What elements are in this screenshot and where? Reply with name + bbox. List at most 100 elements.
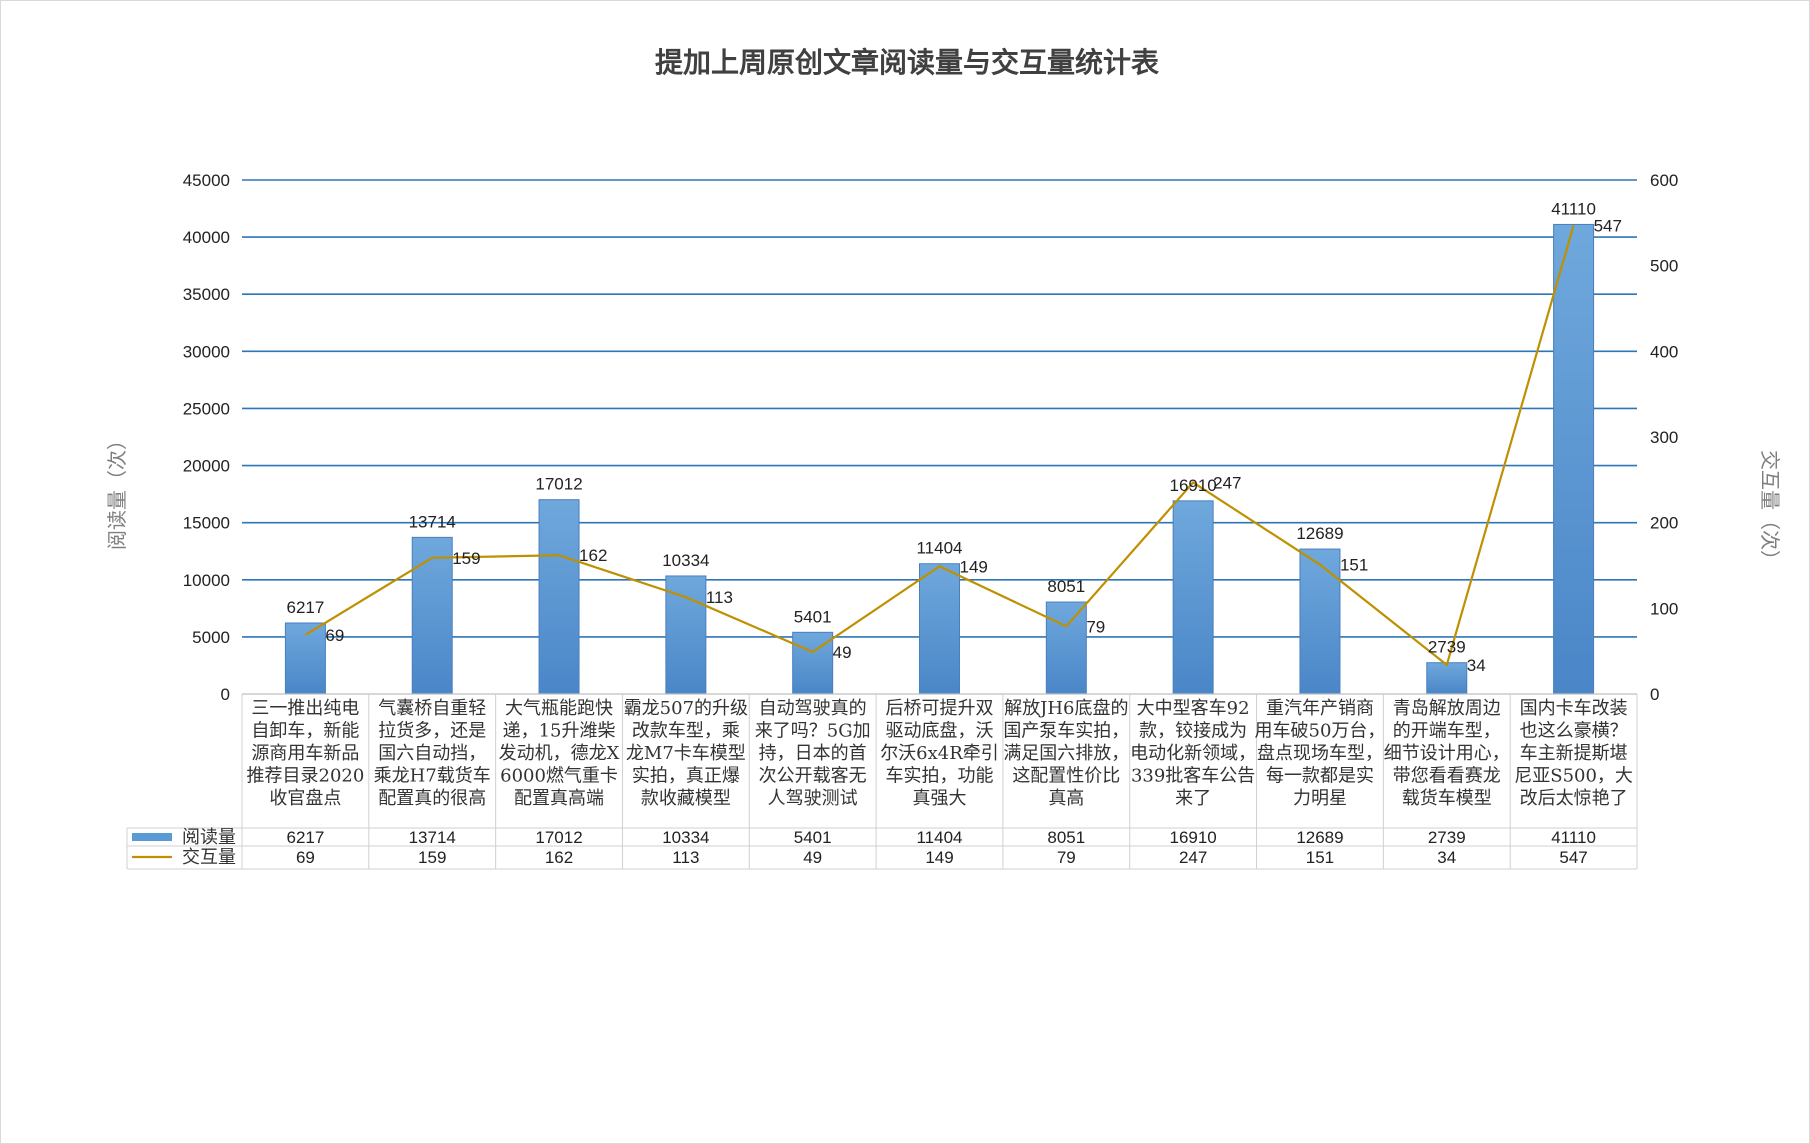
bar-value-label: 11404 [916, 539, 962, 558]
category-label: 发动机，德龙X [499, 743, 620, 764]
category-label: 的开端车型， [1393, 721, 1501, 742]
left-tick-label: 30000 [183, 342, 230, 361]
table-cell-reads: 41110 [1551, 828, 1596, 847]
gridlines [242, 179, 1637, 638]
bar-value-label: 5401 [794, 607, 832, 626]
left-tick-label: 5000 [192, 628, 230, 647]
category-label: 人驾驶测试 [768, 788, 858, 809]
line-series [304, 225, 1575, 667]
category-label: 这配置性价比 [1012, 766, 1120, 787]
table-cell-interactions: 113 [672, 848, 699, 867]
category-label: 大气瓶能跑快 [505, 698, 613, 719]
category-label: 来了吗？5G加 [755, 721, 871, 742]
table-cell-interactions: 247 [1179, 848, 1207, 867]
category-label: 国产泵车实拍， [1003, 721, 1129, 742]
bar-value-label: 8051 [1047, 577, 1085, 596]
bar [538, 499, 580, 695]
left-tick-label: 35000 [183, 285, 230, 304]
data-labels: 6217 13714 17012 10334 5401 11404 8051 16910 126… [286, 199, 1621, 674]
bar [1172, 500, 1214, 695]
category-label: 真高 [1048, 788, 1084, 809]
category-label: 6000燃气重卡 [500, 766, 618, 787]
category-label: 也这么豪横？ [1520, 721, 1628, 742]
bar-value-label: 17012 [535, 475, 582, 494]
bar-value-label: 13714 [409, 512, 456, 531]
table-cell-interactions: 149 [925, 848, 953, 867]
left-tick-label: 25000 [183, 399, 230, 418]
table-cell-reads: 6217 [286, 828, 324, 847]
category-label: 持，日本的首 [759, 743, 867, 764]
table-cell-reads: 10334 [662, 828, 709, 847]
category-label: 三一推出纯电 [251, 698, 359, 719]
line-value-label: 149 [960, 557, 988, 576]
category-label: 实拍，真正爆 [632, 766, 740, 787]
legend-label-reads: 阅读量 [182, 827, 236, 848]
line-value-label: 69 [325, 626, 344, 645]
category-label: 气囊桥自重轻 [378, 698, 486, 719]
right-tick-label: 0 [1650, 685, 1659, 704]
category-label: 力明星 [1293, 788, 1347, 809]
bar-value-label: 10334 [662, 551, 709, 570]
category-label: 重汽年产销商 [1266, 698, 1374, 719]
bar [1553, 223, 1595, 695]
line-value-label: 34 [1467, 656, 1486, 675]
category-label: 驱动底盘，沃 [886, 721, 994, 742]
chart-title: 提加上周原创文章阅读量与交互量统计表 [655, 46, 1159, 79]
category-label: 后桥可提升双 [886, 698, 994, 719]
line-value-label: 159 [452, 549, 480, 568]
right-tick-label: 500 [1650, 257, 1678, 276]
category-label: 改后太惊艳了 [1520, 788, 1628, 809]
table-cell-reads: 13714 [409, 828, 456, 847]
left-axis-ticks: 0 5000 10000 15000 20000 25000 30000 35000 40000… [183, 171, 230, 704]
bar-series [284, 223, 1595, 695]
category-label: 电动化新领域， [1130, 743, 1256, 764]
category-label: 尔沃6x4R牵引 [880, 743, 999, 764]
legend-bar-key [132, 833, 172, 841]
category-label: 霸龙507的升级 [624, 698, 748, 719]
bar-value-label: 41110 [1551, 199, 1596, 218]
category-label: 配置真高端 [514, 788, 604, 809]
bar-value-label: 12689 [1296, 524, 1343, 543]
left-tick-label: 10000 [183, 571, 230, 590]
category-label: 乘龙H7载货车 [374, 766, 491, 787]
table-cell-interactions: 162 [545, 848, 573, 867]
table-cell-interactions: 69 [296, 848, 315, 867]
category-label: 车主新提斯堪 [1520, 743, 1628, 764]
right-tick-label: 600 [1650, 171, 1678, 190]
line-value-label: 247 [1213, 473, 1241, 492]
table-cell-interactions: 34 [1437, 848, 1456, 867]
table-cell-interactions: 151 [1306, 848, 1334, 867]
table-cell-reads: 12689 [1296, 828, 1343, 847]
category-label: 龙M7卡车模型 [626, 743, 746, 764]
table-cell-interactions: 547 [1559, 848, 1587, 867]
category-label: 自卸车，新能 [251, 721, 359, 742]
right-tick-label: 300 [1650, 428, 1678, 447]
table-cell-reads: 5401 [794, 828, 832, 847]
category-label: 源商用车新品 [251, 743, 359, 764]
category-label: 每一款都是实 [1266, 766, 1374, 787]
bar [411, 536, 453, 695]
right-axis-ticks: 0 100 200 300 400 500 600 [1650, 171, 1678, 704]
category-label: 带您看看赛龙 [1393, 766, 1501, 787]
left-tick-label: 20000 [183, 457, 230, 476]
bar [1426, 662, 1468, 695]
category-label: 国六自动挡， [378, 743, 486, 764]
category-label: 配置真的很高 [378, 788, 486, 809]
category-label: 推荐目录2020 [247, 766, 365, 787]
left-tick-label: 40000 [183, 228, 230, 247]
category-label: 次公开载客无 [759, 766, 867, 787]
line-value-label: 49 [833, 643, 852, 662]
bar-value-label: 16910 [1169, 476, 1216, 495]
category-label: 满足国六排放， [1003, 743, 1129, 764]
line-value-label: 151 [1340, 556, 1368, 575]
category-label: 拉货多，还是 [378, 721, 486, 742]
line-value-label: 162 [579, 546, 607, 565]
category-label: 国内卡车改装 [1520, 698, 1628, 719]
bar [1045, 601, 1087, 695]
category-label: 自动驾驶真的 [759, 698, 867, 719]
right-tick-label: 100 [1650, 599, 1678, 618]
table-cell-interactions: 159 [418, 848, 446, 867]
